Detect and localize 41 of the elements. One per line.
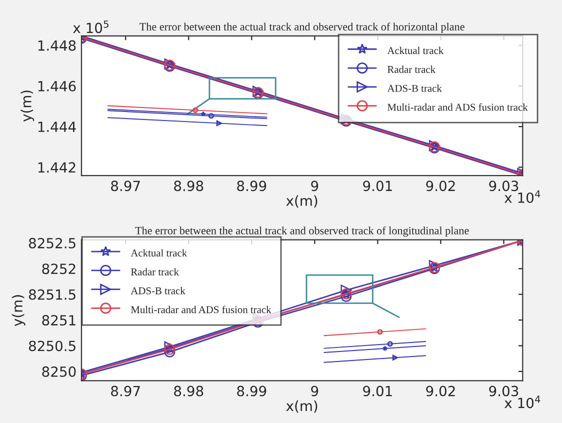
y-tick-label: 1.442 bbox=[38, 162, 76, 172]
x-tick-label: 9.02 bbox=[426, 180, 455, 192]
legend-label: ADS-B track bbox=[387, 84, 442, 92]
y-tick-label: 1.448 bbox=[38, 40, 76, 51]
y-axis-title: y(m) bbox=[12, 295, 26, 326]
text: x 10$^{5}$ bbox=[73, 20, 108, 34]
x-tick-label: 9 bbox=[311, 180, 318, 192]
text: x 10$^{4}$ bbox=[504, 396, 540, 408]
legend-label: Multi-radar and ADS fusion track bbox=[130, 306, 272, 314]
x-tick-label: 8.98 bbox=[174, 386, 204, 396]
x-tick-label: 9.01 bbox=[363, 180, 392, 192]
chart-title: The error between the actual track and observed track of horizontal plane bbox=[140, 22, 464, 33]
x-axis-title: x(m) bbox=[286, 400, 318, 413]
x-tick-label: 9.03 bbox=[489, 180, 518, 192]
x-tick-label: 8.99 bbox=[237, 386, 266, 396]
x-tick-label: 8.99 bbox=[237, 180, 266, 192]
y-tick-label: 8252.5 bbox=[28, 238, 76, 248]
x-tick-label: 8.97 bbox=[111, 180, 140, 192]
y-tick-label: 8251 bbox=[42, 315, 76, 326]
x-tick-label: 8.98 bbox=[174, 180, 204, 192]
y-tick-label: 1.446 bbox=[38, 80, 76, 92]
x-tick-label: 9.02 bbox=[426, 386, 455, 396]
legend-label: Acktual track bbox=[387, 46, 444, 54]
x-tick-label: 9.03 bbox=[489, 386, 518, 396]
y-tick-label: 8252 bbox=[42, 264, 76, 274]
x-axis-title: x(m) bbox=[286, 195, 318, 208]
x-tick-label: 8.97 bbox=[111, 386, 140, 396]
legend-label: Multi-radar and ADS fusion track bbox=[388, 103, 528, 111]
legend-label: Acktual track bbox=[130, 249, 188, 257]
text: x 10$^{4}$ bbox=[504, 190, 540, 203]
y-tick-label: 8251.5 bbox=[28, 289, 76, 300]
x-tick-label: 9 bbox=[311, 386, 318, 396]
y-axis-title: y(m) bbox=[20, 90, 34, 122]
x-tick-label: 9.01 bbox=[363, 386, 392, 396]
y-tick-label: 1.444 bbox=[38, 122, 76, 132]
legend-label: ADS-B track bbox=[130, 286, 186, 294]
chart-title: The error between the actual track and observed track of longitudinal plane bbox=[135, 226, 469, 237]
legend-label: Radar track bbox=[388, 66, 436, 73]
y-tick-label: 8250.5 bbox=[28, 340, 76, 352]
legend-label: Radar track bbox=[130, 268, 179, 276]
y-tick-label: 8250 bbox=[42, 366, 76, 377]
